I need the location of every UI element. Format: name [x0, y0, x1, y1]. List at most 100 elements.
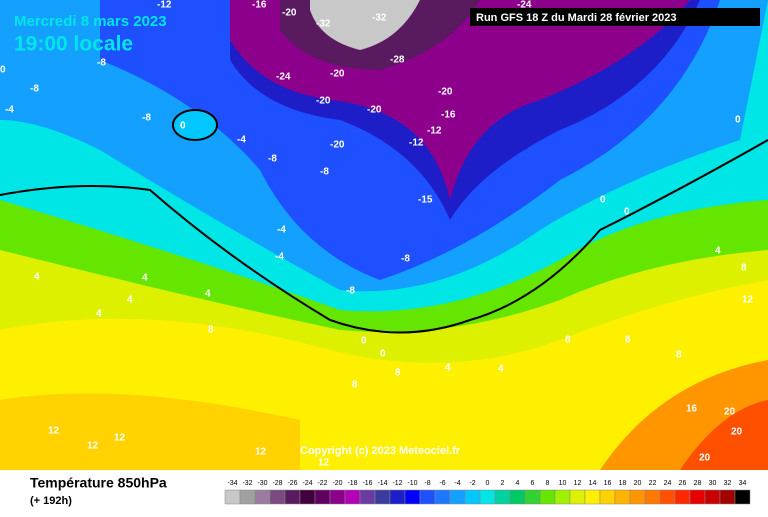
footer-title: Température 850hPa [30, 475, 167, 491]
legend-swatch [659, 489, 676, 505]
legend-label: 30 [709, 480, 717, 487]
copyright: Copyright (c) 2023 Meteociel.fr [300, 445, 461, 457]
legend-label: -26 [287, 480, 297, 487]
contour-label: -16 [441, 110, 456, 121]
legend-swatch [464, 489, 481, 505]
legend-swatch [299, 489, 316, 505]
legend-label: 26 [679, 480, 687, 487]
contour-label: 8 [741, 263, 747, 274]
iceland-contour [172, 109, 218, 141]
legend-swatch [269, 489, 286, 505]
legend-swatch [674, 489, 691, 505]
contour-label: -15 [418, 195, 433, 206]
contour-label: -16 [252, 0, 267, 11]
legend-swatch [374, 489, 391, 505]
legend-label: 12 [574, 480, 582, 487]
legend-swatch [599, 489, 616, 505]
legend-label: -22 [317, 480, 327, 487]
legend-swatch [224, 489, 241, 505]
warm-zone [0, 393, 300, 470]
legend-label: -4 [454, 480, 460, 487]
legend-label: 32 [724, 480, 732, 487]
legend-swatch [704, 489, 721, 505]
legend-swatch [614, 489, 631, 505]
contour-label: 8 [395, 368, 401, 379]
legend-label: -6 [439, 480, 445, 487]
contour-label: -4 [277, 225, 286, 236]
legend-swatch [344, 489, 361, 505]
contour-label: 20 [724, 407, 736, 418]
legend-swatch [239, 489, 256, 505]
arctic-zone [310, 0, 420, 50]
contour-label: 0 [624, 207, 630, 218]
zero-isotherm [0, 139, 768, 334]
legend-label: -12 [392, 480, 402, 487]
legend-swatch [494, 489, 511, 505]
contour-label: -20 [367, 105, 382, 116]
legend-swatch [404, 489, 421, 505]
legend-label: -16 [362, 480, 372, 487]
legend-label: 18 [619, 480, 627, 487]
contour-label: -28 [390, 55, 405, 66]
legend-swatch [539, 489, 556, 505]
contour-label: 0 [361, 336, 367, 347]
contour-label: -8 [401, 254, 410, 265]
contour-label: -8 [30, 84, 39, 95]
legend-label: 34 [739, 480, 747, 487]
contour-label: -8 [97, 58, 106, 69]
legend-label: -34 [227, 480, 237, 487]
contour-label: -8 [268, 154, 277, 165]
contour-label: 4 [127, 295, 133, 306]
legend-label: -32 [242, 480, 252, 487]
contour-label: -4 [5, 105, 14, 116]
legend-label: 0 [486, 480, 490, 487]
contour-label: 8 [565, 335, 571, 346]
contour-label: 12 [742, 295, 754, 306]
contour-label: 0 [735, 115, 741, 126]
legend-swatch [314, 489, 331, 505]
contour-label: -12 [409, 138, 424, 149]
legend-label: -14 [377, 480, 387, 487]
contour-label: 0 [600, 195, 606, 206]
legend-label: -30 [257, 480, 267, 487]
contour-label: 0 [380, 349, 386, 360]
contour-label: -24 [276, 72, 291, 83]
contour-label: -20 [330, 140, 345, 151]
contour-label: 12 [318, 458, 330, 469]
contour-label: -12 [157, 0, 172, 11]
legend-swatch [479, 489, 496, 505]
legend-swatch [389, 489, 406, 505]
legend-label: 8 [546, 480, 550, 487]
legend-label: -28 [272, 480, 282, 487]
legend-swatch [554, 489, 571, 505]
contour-label: 12 [114, 433, 126, 444]
contour-label: 4 [34, 272, 40, 283]
legend-label: -18 [347, 480, 357, 487]
contour-label: -4 [237, 135, 246, 146]
run-info: Run GFS 18 Z du Mardi 28 février 2023 [476, 12, 677, 24]
contour-label: 4 [96, 309, 102, 320]
legend-swatch [524, 489, 541, 505]
legend-swatch [644, 489, 661, 505]
contour-label: 8 [208, 325, 214, 336]
legend-swatch [329, 489, 346, 505]
legend-swatch [359, 489, 376, 505]
contour-label: -8 [346, 286, 355, 297]
footer-subtitle: (+ 192h) [30, 495, 72, 507]
legend-swatch [449, 489, 466, 505]
contour-label: 16 [686, 404, 698, 415]
contour-label: 4 [498, 364, 504, 375]
contour-label: 12 [87, 441, 99, 452]
legend-label: -20 [332, 480, 342, 487]
legend-swatch [284, 489, 301, 505]
contour-label: 20 [731, 427, 743, 438]
contour-label: 0 [0, 65, 6, 76]
legend-label: -10 [407, 480, 417, 487]
hot-zone [680, 400, 768, 470]
legend-swatch [584, 489, 601, 505]
legend-swatch [689, 489, 706, 505]
legend-swatch [509, 489, 526, 505]
contour-label: 12 [255, 447, 267, 458]
contour-label: -8 [320, 167, 329, 178]
run-box [470, 8, 760, 26]
